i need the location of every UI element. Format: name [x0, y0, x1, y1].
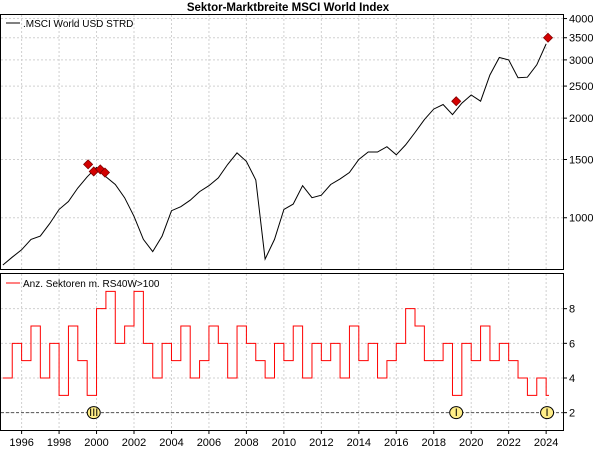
low-breadth-circle	[449, 406, 464, 420]
top-legend: .MSCI World USD STRD	[6, 19, 133, 30]
x-tick-label: 2012	[309, 437, 333, 449]
top-panel-frame	[0, 14, 564, 270]
top-y-tick-label: 4000	[569, 14, 593, 26]
sector-count-line	[2, 290, 549, 396]
sector-count-series	[2, 290, 549, 396]
top-legend-label: .MSCI World USD STRD	[23, 19, 133, 30]
x-tick-label: 2002	[122, 437, 146, 449]
top-y-tick-label: 2500	[569, 81, 593, 93]
x-tick-label: 2018	[421, 437, 445, 449]
x-axis: 1996 1998 2000 2002 2004 2006 2008 2010 2012 2014…	[9, 430, 558, 449]
bottom-y-tick-label: 2	[569, 408, 575, 420]
low-breadth-circle	[540, 406, 555, 420]
low-breadth-circle-label: III	[89, 407, 98, 419]
sector-count-markers: III I I	[86, 406, 555, 420]
chart-title: Sektor-Marktbreite MSCI World Index	[187, 2, 390, 14]
top-y-tick-label: 3500	[569, 33, 593, 45]
x-tick-label: 2008	[234, 437, 258, 449]
bottom-y-tick-label: 6	[569, 338, 575, 350]
top-panel-grid	[1, 15, 563, 269]
x-tick-label: 2010	[272, 437, 296, 449]
signal-diamond	[99, 167, 111, 178]
x-tick-label: 2006	[197, 437, 221, 449]
msci-world-markers	[83, 32, 554, 178]
signal-diamond	[451, 96, 462, 107]
top-y-tick-label: 1500	[569, 154, 593, 166]
top-y-tick-label: 3000	[569, 55, 593, 67]
x-tick-label: 2004	[159, 437, 183, 449]
signal-diamond	[542, 32, 554, 43]
x-tick-label: 1998	[47, 437, 71, 449]
top-panel-y-axis: 1000 1500 2000 2500 3000 3500 4000	[563, 14, 593, 225]
signal-diamond	[83, 159, 94, 170]
low-breadth-circle-label: I	[546, 407, 549, 419]
x-tick-label: 2014	[347, 437, 371, 449]
x-tick-label: 2020	[459, 437, 483, 449]
x-tick-label: 2000	[84, 437, 108, 449]
low-breadth-circle	[86, 406, 101, 420]
bottom-y-tick-label: 8	[569, 304, 575, 316]
top-y-tick-label: 2000	[569, 113, 593, 125]
x-tick-label: 2024	[534, 437, 558, 449]
bottom-legend: Anz. Sektoren m. RS40W>100	[6, 279, 160, 290]
bottom-legend-label: Anz. Sektoren m. RS40W>100	[23, 279, 160, 290]
x-tick-label: 2016	[384, 437, 408, 449]
x-tick-label: 2022	[496, 437, 520, 449]
x-tick-label: 1996	[9, 437, 33, 449]
low-breadth-circle-label: I	[455, 407, 458, 419]
bottom-panel-y-axis: 2 4 6 8	[563, 304, 575, 420]
bottom-y-tick-label: 4	[569, 373, 575, 385]
top-y-tick-label: 1000	[569, 213, 593, 225]
bottom-panel-frame	[0, 273, 564, 431]
